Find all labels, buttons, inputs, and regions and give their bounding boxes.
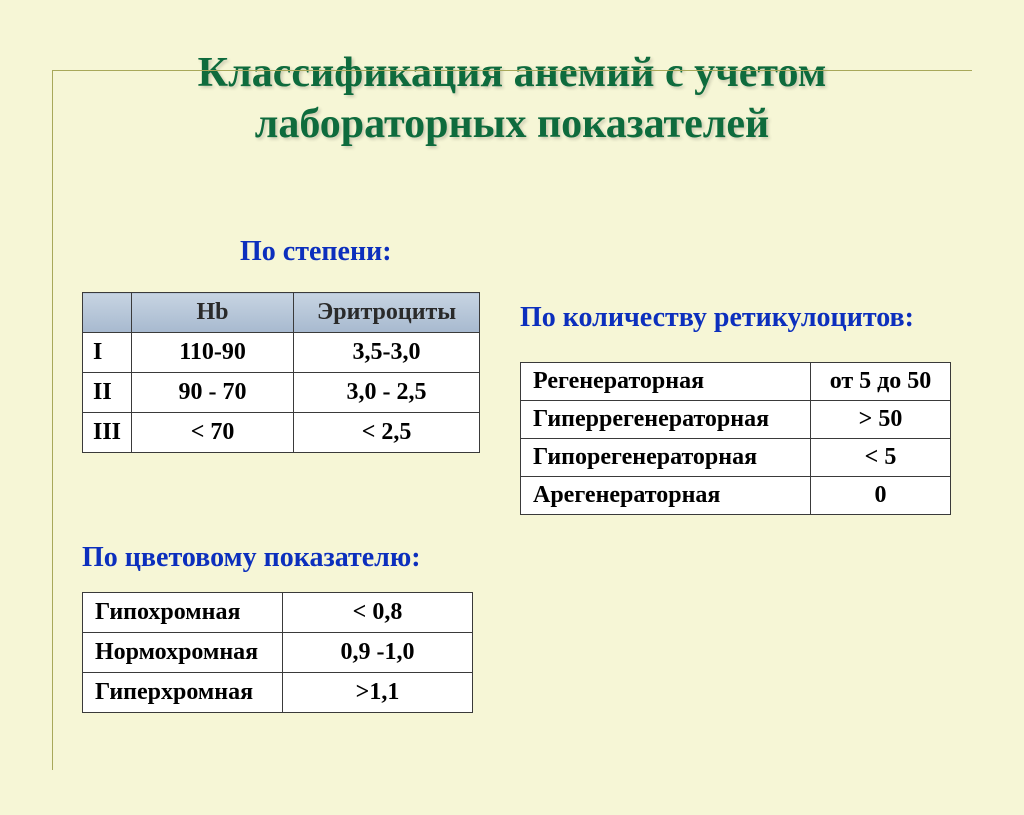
cell-name: Гиперхромная [83,673,283,713]
cell-grade: III [83,413,132,453]
table-row: Гипорегенераторная < 5 [521,439,951,477]
label-color-index: По цветовому показателю: [82,542,421,574]
cell-value: >1,1 [283,673,473,713]
cell-hb: 110-90 [132,333,294,373]
cell-grade: II [83,373,132,413]
table-row: Гиперрегенераторная > 50 [521,401,951,439]
cell-name: Гипохромная [83,593,283,633]
cell-name: Гипорегенераторная [521,439,811,477]
cell-value: 0,9 -1,0 [283,633,473,673]
table-row: III < 70 < 2,5 [83,413,480,453]
table-row: Регенераторная от 5 до 50 [521,363,951,401]
table-row: Арегенераторная 0 [521,477,951,515]
cell-value: > 50 [811,401,951,439]
cell-value: < 5 [811,439,951,477]
table-row: II 90 - 70 3,0 - 2,5 [83,373,480,413]
cell-ery: < 2,5 [294,413,480,453]
cell-name: Регенераторная [521,363,811,401]
table-color-index: Гипохромная < 0,8 Нормохромная 0,9 -1,0 … [82,592,473,713]
table-header-row: Hb Эритроциты [83,293,480,333]
cell-ery: 3,5-3,0 [294,333,480,373]
header-ery: Эритроциты [294,293,480,333]
table-row: Гипохромная < 0,8 [83,593,473,633]
header-hb: Hb [132,293,294,333]
table-row: I 110-90 3,5-3,0 [83,333,480,373]
table-degree: Hb Эритроциты I 110-90 3,5-3,0 II 90 - 7… [82,292,480,453]
cell-value: < 0,8 [283,593,473,633]
cell-name: Арегенераторная [521,477,811,515]
cell-grade: I [83,333,132,373]
label-degree: По степени: [240,236,392,268]
table-row: Нормохромная 0,9 -1,0 [83,633,473,673]
cell-hb: 90 - 70 [132,373,294,413]
cell-ery: 3,0 - 2,5 [294,373,480,413]
label-reticulocytes: По количеству ретикулоцитов: [520,302,914,334]
cell-hb: < 70 [132,413,294,453]
cell-value: 0 [811,477,951,515]
header-blank [83,293,132,333]
table-row: Гиперхромная >1,1 [83,673,473,713]
cell-value: от 5 до 50 [811,363,951,401]
cell-name: Нормохромная [83,633,283,673]
cell-name: Гиперрегенераторная [521,401,811,439]
table-reticulocytes: Регенераторная от 5 до 50 Гиперрегенерат… [520,362,951,515]
